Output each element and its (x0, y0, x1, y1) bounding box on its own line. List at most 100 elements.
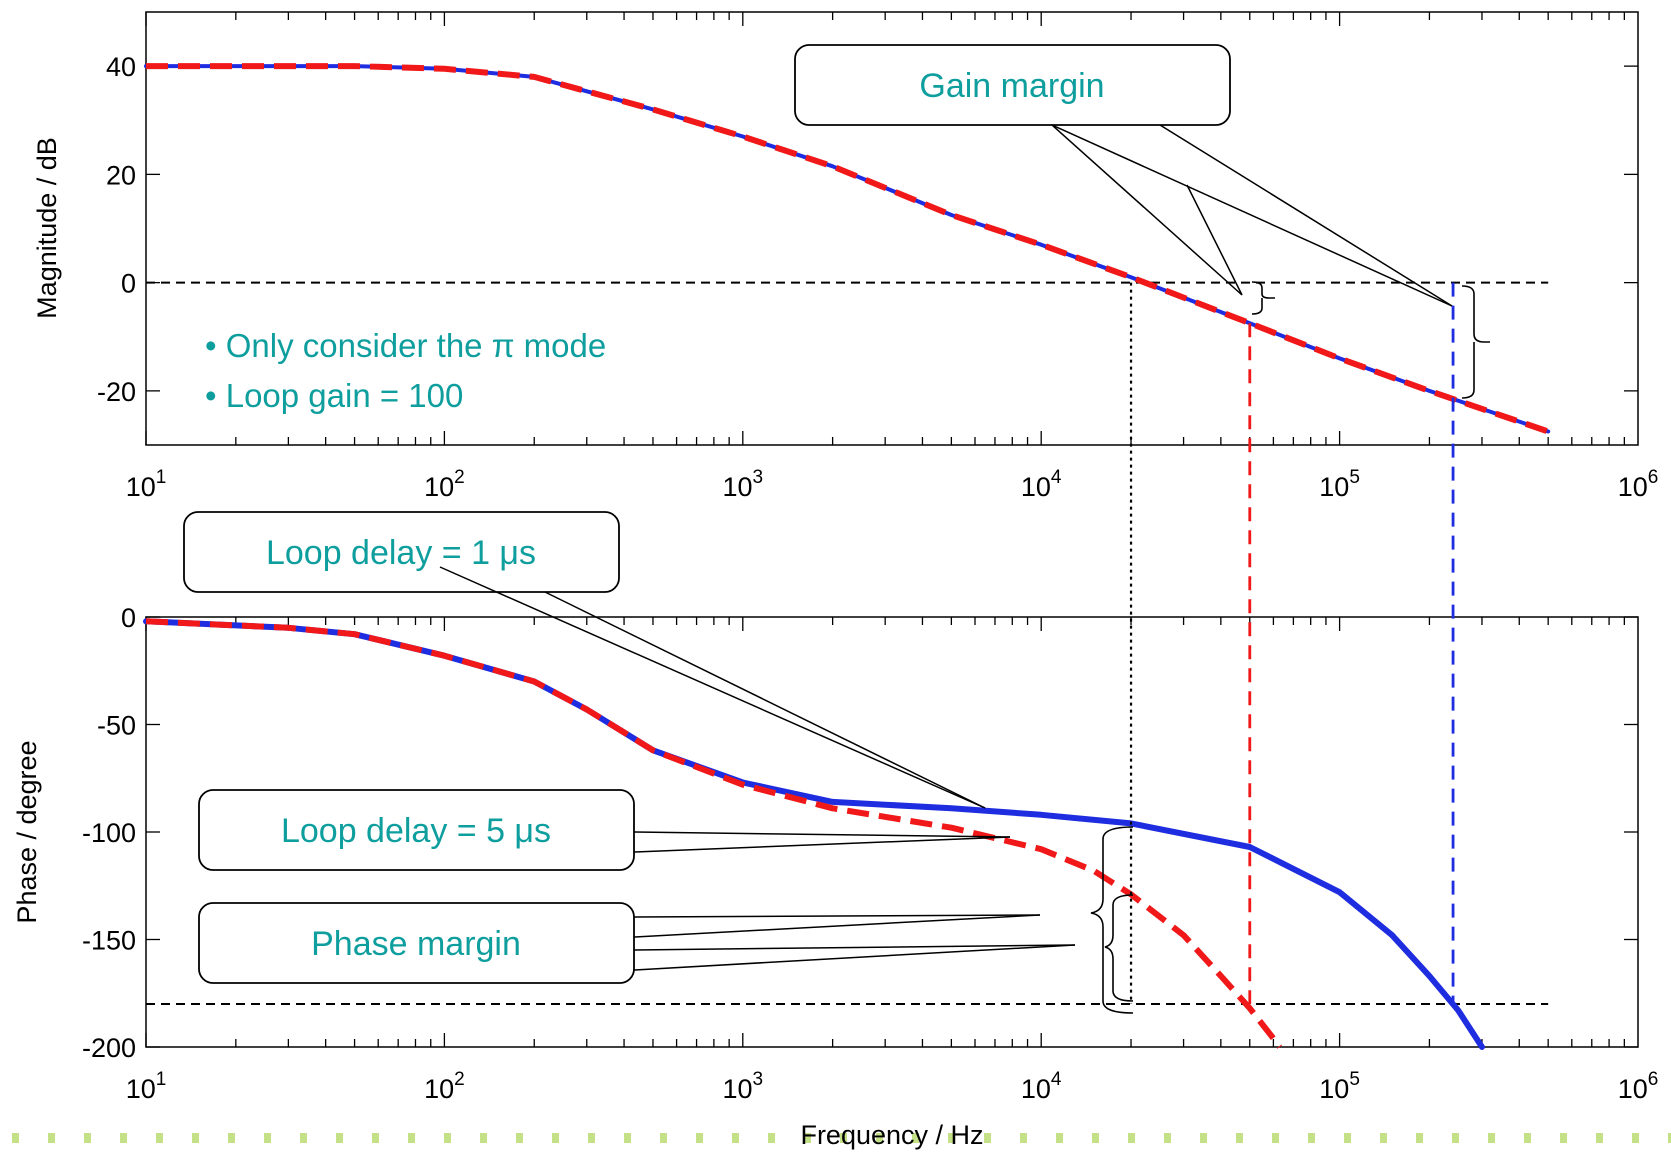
footer-dot (408, 1133, 415, 1143)
footer-dot (336, 1133, 343, 1143)
footer-dot (1452, 1133, 1459, 1143)
footer-dot (624, 1133, 631, 1143)
footer-dot (516, 1133, 523, 1143)
phase-x-tick-label: 104 (1021, 1069, 1062, 1104)
phase-y-tick-label: -200 (82, 1033, 136, 1063)
footer-dot (912, 1133, 919, 1143)
footer-dot (876, 1133, 883, 1143)
phase-x-tick-label: 101 (126, 1069, 167, 1104)
footer-dot (372, 1133, 379, 1143)
footer-dot (48, 1133, 55, 1143)
annotations: • Only consider the π mode • Loop gain =… (183, 44, 1490, 1014)
footer-dot (444, 1133, 451, 1143)
magnitude-x-tick-label: 101 (126, 467, 167, 502)
footer-dot (84, 1133, 91, 1143)
footer-dot (1272, 1133, 1279, 1143)
footer-dot (948, 1133, 955, 1143)
magnitude-x-tick-label: 105 (1319, 467, 1360, 502)
footer-dot (768, 1133, 775, 1143)
magnitude-x-tick-label: 106 (1618, 467, 1659, 502)
footer-dot (1560, 1133, 1567, 1143)
bullet-pi-mode: • Only consider the π mode (205, 327, 606, 364)
footer-dot (12, 1133, 19, 1143)
magnitude-x-tick-labels: 101 102 103 104 105 106 (126, 467, 1659, 502)
gain-margin-brace-1us (1461, 285, 1490, 399)
footer-dot (1668, 1133, 1671, 1143)
phase-panel: -200 -150 -100 -50 0 101 102 103 104 105 106 Phas… (12, 603, 1658, 1150)
footer-dot (840, 1133, 847, 1143)
footer-dot (696, 1133, 703, 1143)
magnitude-series-loop-delay-5us (146, 63, 1550, 435)
magnitude-y-tick-label: 20 (106, 160, 136, 190)
phase-series-loop-delay-5us (145, 618, 1283, 1049)
magnitude-y-tick-label: 0 (121, 269, 136, 299)
footer-dot (1200, 1133, 1207, 1143)
footer-dot (804, 1133, 811, 1143)
loop-delay-1us-leader-lines (439, 566, 986, 809)
magnitude-panel: -20 0 20 40 101 102 103 104 105 106 Magnitude / … (32, 11, 1659, 502)
phase-x-tick-labels: 101 102 103 104 105 106 (126, 1069, 1659, 1104)
footer-dot-strip (12, 1133, 1671, 1143)
footer-dot (552, 1133, 559, 1143)
phase-margin-leader-lines (633, 914, 1076, 971)
footer-dot (300, 1133, 307, 1143)
phase-series-loop-delay-1us (143, 618, 1485, 1050)
footer-dot (1236, 1133, 1243, 1143)
loop-delay-1us-callout-box (183, 511, 620, 593)
footer-dot (156, 1133, 163, 1143)
footer-dot (660, 1133, 667, 1143)
magnitude-axis-ticks (145, 12, 1638, 445)
magnitude-x-tick-label: 102 (424, 467, 465, 502)
footer-dot (1380, 1133, 1387, 1143)
footer-dot (1632, 1133, 1639, 1143)
footer-dot (732, 1133, 739, 1143)
footer-dot (228, 1133, 235, 1143)
frequency-marker-lines (1129, 282, 1455, 1004)
phase-y-tick-label: 0 (121, 603, 136, 633)
footer-dot (1344, 1133, 1351, 1143)
magnitude-x-tick-label: 104 (1021, 467, 1062, 502)
footer-dot (1164, 1133, 1171, 1143)
footer-dot (984, 1133, 991, 1143)
loop-delay-5us-callout-box (198, 789, 635, 871)
footer-dot (588, 1133, 595, 1143)
footer-dot (1308, 1133, 1315, 1143)
footer-dot (1416, 1133, 1423, 1143)
gain-margin-label: Gain margin (919, 67, 1104, 105)
phase-y-axis-label: Phase / degree (12, 740, 42, 923)
footer-dot (1020, 1133, 1027, 1143)
phase-y-tick-label: -50 (97, 711, 136, 741)
phase-margin-label: Phase margin (311, 925, 521, 963)
footer-dot (480, 1133, 487, 1143)
bullet-loop-gain: • Loop gain = 100 (205, 377, 463, 414)
phase-y-tick-label: -150 (82, 926, 136, 956)
magnitude-y-tick-label: -20 (97, 377, 136, 407)
gain-margin-leader-lines (1051, 124, 1453, 307)
phase-y-tick-labels: -200 -150 -100 -50 0 (82, 603, 136, 1063)
phase-x-tick-label: 102 (424, 1069, 465, 1104)
footer-dot (1524, 1133, 1531, 1143)
phase-series (143, 618, 1485, 1050)
phase-margin-callout-box (198, 902, 635, 984)
phase-y-tick-label: -100 (82, 818, 136, 848)
footer-dot (1056, 1133, 1063, 1143)
loop-delay-5us-leader-lines (633, 831, 1011, 853)
loop-delay-5us-label: Loop delay = 5 μs (281, 812, 551, 850)
phase-x-tick-label: 106 (1618, 1069, 1659, 1104)
gain-margin-brace-5us (1251, 281, 1275, 315)
phase-x-tick-label: 103 (722, 1069, 763, 1104)
footer-dot (1488, 1133, 1495, 1143)
phase-axis-ticks (145, 616, 1638, 1048)
footer-dot (1596, 1133, 1603, 1143)
footer-dot (120, 1133, 127, 1143)
magnitude-y-tick-labels: -20 0 20 40 (97, 52, 136, 407)
phase-x-tick-label: 105 (1319, 1069, 1360, 1104)
footer-dot (1092, 1133, 1099, 1143)
phase-margin-brace-1us (1090, 826, 1134, 1014)
magnitude-series (144, 63, 1551, 435)
loop-delay-1us-label: Loop delay = 1 μs (266, 534, 536, 572)
magnitude-y-tick-label: 40 (106, 52, 136, 82)
footer-dot (192, 1133, 199, 1143)
footer-dot (1128, 1133, 1135, 1143)
